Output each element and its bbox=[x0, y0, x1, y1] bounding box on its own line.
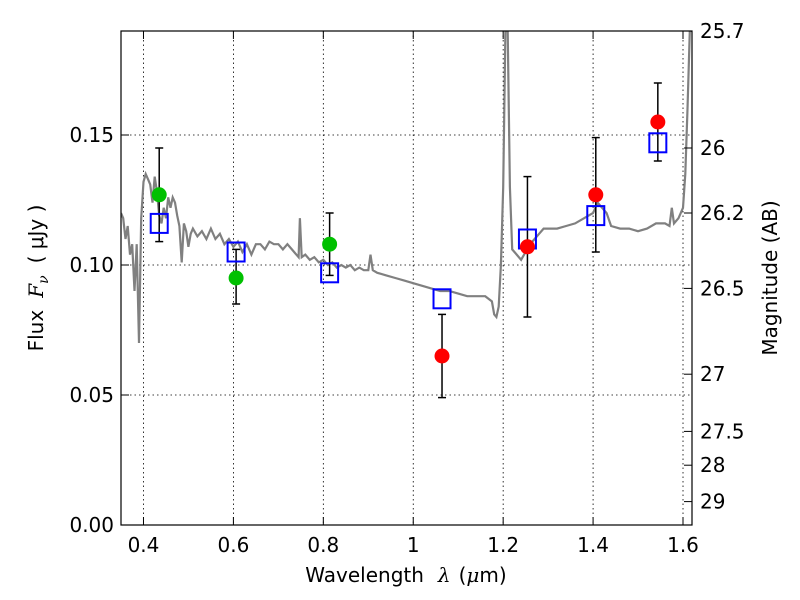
model-flux-square bbox=[149, 212, 169, 234]
right-tick-label: 26.5 bbox=[700, 276, 745, 300]
observed-flux-point bbox=[151, 187, 167, 203]
y-tick-label: 0.15 bbox=[69, 123, 114, 147]
right-axis-label: Magnitude (AB) bbox=[758, 200, 782, 355]
y-axis-label-text: Flux bbox=[24, 310, 48, 352]
template-spectrum bbox=[121, 31, 692, 344]
y-tick-label: 0.10 bbox=[69, 253, 114, 277]
observed-flux-point bbox=[519, 239, 535, 255]
model-flux-square bbox=[226, 241, 246, 263]
y-axis-label-subscript: ν bbox=[36, 275, 52, 284]
x-axis-label-symbol: λ bbox=[437, 563, 451, 587]
observed-flux-point bbox=[228, 270, 244, 286]
observed-flux-point bbox=[322, 236, 338, 252]
right-tick-label: 27.5 bbox=[700, 419, 745, 443]
y-axis-label-unit: ( μJy ) bbox=[24, 205, 48, 264]
x-tick-label: 0.4 bbox=[128, 533, 160, 557]
observed-flux-point bbox=[588, 187, 604, 203]
y-axis-label: Flux Fν ( μJy ) bbox=[24, 205, 52, 352]
y-axis-label-symbol: F bbox=[24, 283, 48, 299]
y-tick-label: 0.05 bbox=[69, 383, 114, 407]
x-tick-label: 1.6 bbox=[667, 533, 699, 557]
x-tick-label: 1.2 bbox=[487, 533, 519, 557]
grid-lines bbox=[121, 31, 692, 526]
x-tick-label: 0.8 bbox=[307, 533, 339, 557]
y-tick-label: 0.00 bbox=[69, 513, 114, 537]
y-axis-ticks: 0.00 0.05 0.10 0.15 bbox=[69, 123, 129, 537]
right-tick-label: 25.7 bbox=[700, 19, 745, 43]
model-flux-square bbox=[320, 262, 340, 284]
right-tick-label: 27 bbox=[700, 362, 725, 386]
observed-flux-point bbox=[650, 114, 666, 130]
right-tick-label: 26 bbox=[700, 136, 725, 160]
right-tick-label: 28 bbox=[700, 453, 725, 477]
x-axis-label-text: Wavelength bbox=[305, 563, 424, 587]
x-tick-label: 0.6 bbox=[217, 533, 249, 557]
x-axis-label-unit-open: ( bbox=[459, 563, 467, 587]
x-axis-label-unit-mu: μ bbox=[466, 563, 479, 587]
right-axis-ticks: 25.7 26 26.2 26.5 27 27.5 28 29 bbox=[684, 19, 745, 514]
error-bars bbox=[155, 82, 662, 399]
x-axis-label-unit-rest: m) bbox=[479, 563, 506, 587]
model-flux-square bbox=[432, 288, 452, 310]
model-flux-square bbox=[648, 132, 668, 154]
plot-frame bbox=[120, 30, 693, 526]
template-spectrum-line bbox=[121, 31, 692, 344]
x-tick-label: 1 bbox=[407, 533, 420, 557]
x-tick-label: 1.4 bbox=[577, 533, 609, 557]
right-tick-label: 29 bbox=[700, 490, 725, 514]
model-flux-square bbox=[586, 205, 606, 227]
data-markers bbox=[149, 114, 668, 364]
observed-flux-point bbox=[434, 348, 450, 364]
x-axis-ticks: 0.4 0.6 0.8 1 1.2 1.4 1.6 bbox=[128, 31, 699, 557]
right-tick-label: 26.2 bbox=[700, 201, 745, 225]
x-axis-label: Wavelength λ (μm) bbox=[305, 563, 506, 587]
